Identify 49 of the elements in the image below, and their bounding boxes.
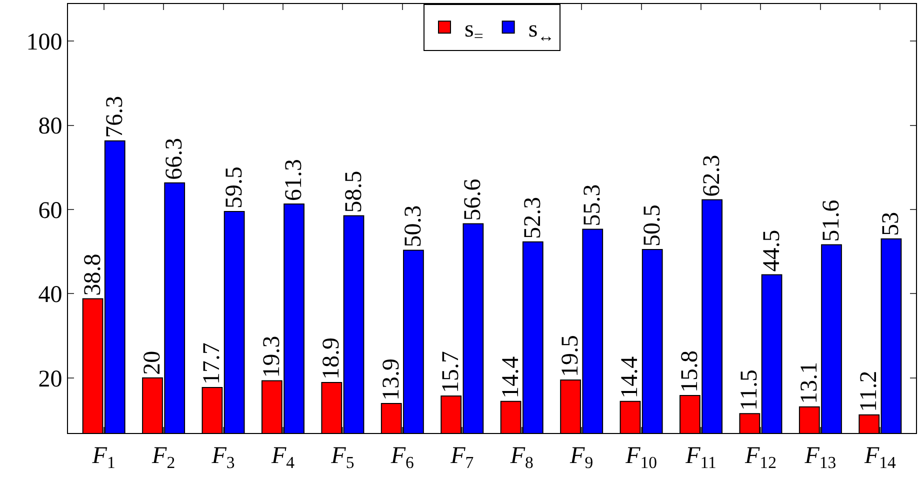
data-label: 13.1 <box>796 362 822 404</box>
y-tick-label: 20 <box>38 366 62 392</box>
data-label: 17.7 <box>199 342 226 385</box>
x-tick-label: F$_{5}$ <box>330 442 354 472</box>
legend-label: s$_{=}$ <box>464 16 484 46</box>
data-label: 11.5 <box>736 370 763 411</box>
x-tick-label: F$_{11}$ <box>684 442 716 472</box>
data-label: 55.3 <box>580 184 606 226</box>
data-label: 51.6 <box>818 200 844 242</box>
y-tick-label: 80 <box>38 114 62 140</box>
x-tick-label: F$_{8}$ <box>509 442 534 472</box>
legend-label: s$_{↔}$ <box>528 16 554 46</box>
data-label: 61.3 <box>281 158 308 201</box>
data-label: 53 <box>878 212 904 236</box>
data-label: 19.3 <box>258 336 285 378</box>
data-label: 44.5 <box>758 230 785 272</box>
data-label: 38.8 <box>80 254 106 296</box>
data-label: 18.9 <box>318 337 345 380</box>
data-label: 56.6 <box>460 178 486 221</box>
data-label: 20 <box>140 350 166 375</box>
x-tick-label: F$_{14}$ <box>863 442 897 472</box>
data-label: 50.3 <box>400 205 426 248</box>
data-label: 50.5 <box>639 204 666 246</box>
x-tick-label: F$_{9}$ <box>569 442 594 472</box>
x-tick-label: F$_{13}$ <box>804 442 836 472</box>
x-tick-label: F$_{4}$ <box>270 442 296 472</box>
data-label: 19.5 <box>558 334 584 377</box>
data-label: 13.9 <box>378 358 404 401</box>
x-tick-label: F$_{6}$ <box>390 442 414 472</box>
data-label: 15.8 <box>676 350 703 393</box>
data-label: 14.4 <box>617 356 644 398</box>
y-tick-label: 40 <box>38 282 62 308</box>
data-label: 11.2 <box>856 370 882 412</box>
data-label: 62.3 <box>699 154 726 197</box>
data-label: 52.3 <box>520 196 546 239</box>
y-tick-label: 100 <box>26 29 62 56</box>
data-label: 76.3 <box>102 96 128 138</box>
data-label: 58.5 <box>340 170 367 213</box>
data-label: 14.4 <box>498 356 524 398</box>
x-tick-label: F$_{2}$ <box>151 442 176 472</box>
data-label: 15.7 <box>438 350 464 393</box>
data-label: 59.5 <box>221 166 248 209</box>
x-tick-label: F$_{10}$ <box>624 442 658 472</box>
x-tick-label: F$_{7}$ <box>450 442 474 472</box>
x-tick-label: F$_{12}$ <box>744 442 776 472</box>
y-tick-label: 60 <box>38 198 62 224</box>
x-tick-label: F$_{3}$ <box>210 442 235 472</box>
x-tick-label: F$_{1}$ <box>91 442 116 472</box>
data-label: 66.3 <box>162 138 188 180</box>
